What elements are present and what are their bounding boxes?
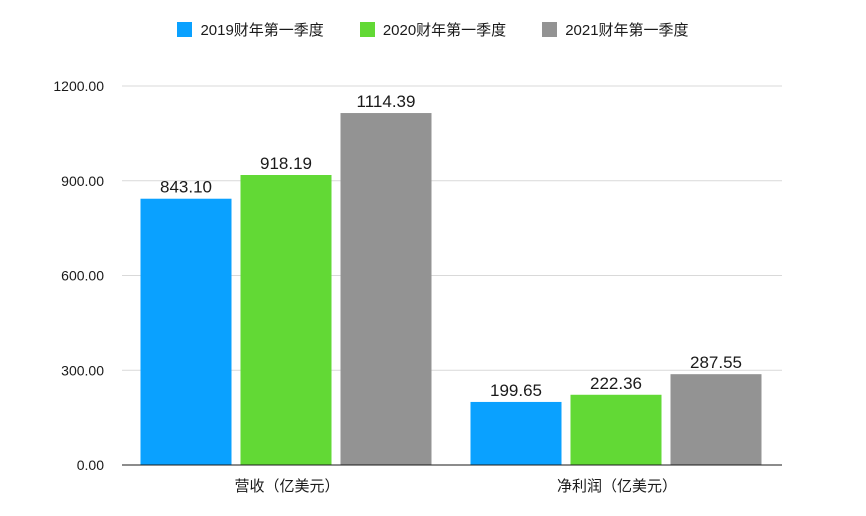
- bar: [470, 401, 562, 465]
- legend-item-2021q1: 2021财年第一季度: [542, 19, 689, 40]
- bar-value-label: 1114.39: [357, 92, 416, 111]
- legend-swatch-2020q1: [359, 21, 375, 37]
- x-category-label: 营收（亿美元）: [234, 478, 339, 495]
- legend-item-2019q1: 2019财年第一季度: [177, 19, 324, 40]
- bar: [570, 394, 662, 465]
- x-axis-categories: 营收（亿美元） 净利润（亿美元）: [234, 478, 677, 495]
- bar: [140, 198, 232, 465]
- bar: [240, 175, 332, 465]
- gridlines: [122, 85, 782, 371]
- y-tick-label: 300.00: [61, 362, 104, 378]
- bar-value-label: 199.65: [490, 381, 542, 400]
- data-labels: 843.10 918.19 1114.39 199.65 222.36 287.55: [160, 92, 742, 400]
- legend-label-2020q1: 2020财年第一季度: [382, 21, 507, 39]
- y-tick-label: 1200.00: [53, 78, 104, 94]
- y-tick-label: 900.00: [61, 173, 104, 189]
- bars: [140, 113, 762, 466]
- x-category-label: 净利润（亿美元）: [557, 478, 677, 495]
- bar: [340, 113, 432, 466]
- y-axis-ticks: 0.00 300.00 600.00 900.00 1200.00: [53, 78, 104, 473]
- bar-value-label: 287.55: [690, 353, 742, 372]
- legend-item-2020q1: 2020财年第一季度: [359, 19, 507, 40]
- chart-legend: 2019财年第一季度 2020财年第一季度 2021财年第一季度: [0, 14, 866, 44]
- y-tick-label: 600.00: [61, 268, 104, 284]
- bar-value-label: 222.36: [590, 374, 642, 393]
- legend-swatch-2021q1: [542, 21, 558, 37]
- bar-value-label: 843.10: [160, 178, 212, 197]
- legend-label-2019q1: 2019财年第一季度: [200, 21, 324, 39]
- bar: [670, 374, 762, 465]
- legend-label-2021q1: 2021财年第一季度: [565, 21, 689, 39]
- bar-value-label: 918.19: [260, 154, 312, 173]
- legend-swatch-2019q1: [177, 21, 193, 37]
- y-tick-label: 0.00: [77, 457, 104, 473]
